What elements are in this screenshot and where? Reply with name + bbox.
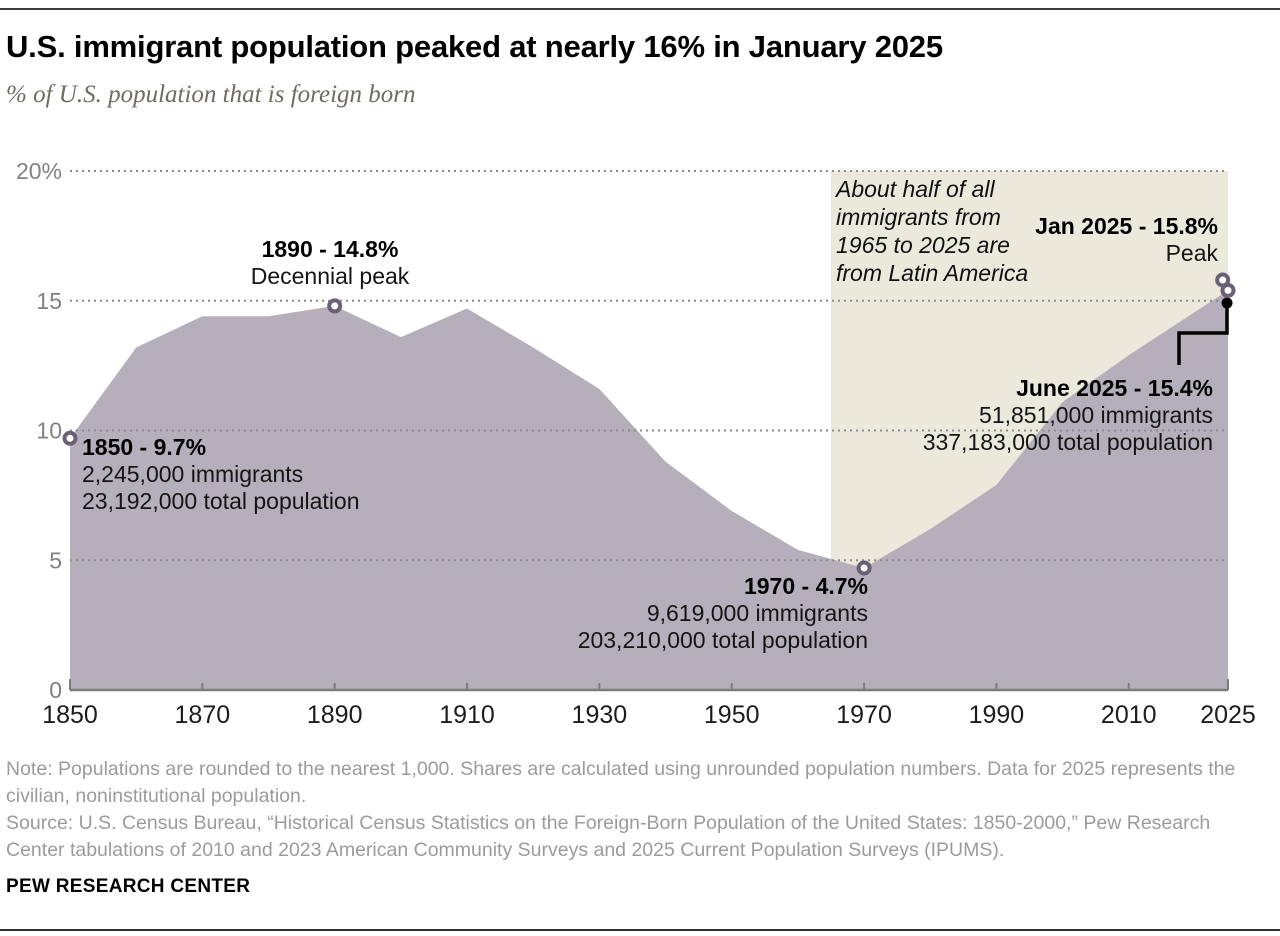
- x-tick-label-1910: 1910: [439, 701, 495, 729]
- annotation-jan-2025-line: Peak: [1165, 240, 1218, 266]
- y-tick-label-10: 10: [36, 418, 62, 444]
- marker-1850: [62, 430, 78, 446]
- x-tick-label-1990: 1990: [969, 701, 1025, 729]
- page-subtitle: % of U.S. population that is foreign bor…: [6, 81, 416, 108]
- annotation-latin-america-text: About half of all immigrants from 1965 t…: [836, 176, 1029, 286]
- page-title: U.S. immigrant population peaked at near…: [6, 29, 943, 64]
- annotation-1890: 1890 - 14.8% Decennial peak: [180, 236, 480, 290]
- marker-1890: [327, 298, 343, 314]
- x-axis-ticks: [69, 679, 1229, 690]
- june-2025-leader-dot: [1221, 297, 1233, 309]
- annotation-june-2025-line2: 337,183,000 total population: [922, 429, 1213, 455]
- x-tick-label-1850: 1850: [42, 701, 98, 729]
- annotation-1970: 1970 - 4.7% 9,619,000 immigrants 203,210…: [578, 573, 868, 654]
- bottom-divider: [0, 929, 1280, 931]
- x-tick-label-1930: 1930: [572, 701, 628, 729]
- x-tick-label-1890: 1890: [307, 701, 363, 729]
- marker-1970: [856, 560, 872, 576]
- june-2025-leader-line: [1177, 303, 1229, 365]
- y-tick-label-0: 0: [49, 677, 62, 703]
- annotation-june-2025-line1: 51,851,000 immigrants: [979, 402, 1213, 428]
- area-chart: 1850 1870 1890 1910 1930 1950 1970 1990 2010 2025…: [0, 140, 1280, 760]
- x-tick-label-2025: 2025: [1200, 701, 1256, 729]
- annotation-1970-line1: 9,619,000 immigrants: [646, 600, 868, 626]
- y-tick-label-5: 5: [49, 547, 62, 573]
- y-tick-label-20: 20%: [16, 158, 62, 184]
- chart-canvas: 1850 1870 1890 1910 1930 1950 1970 1990 2010 2025…: [16, 158, 1256, 729]
- data-point-markers: [62, 272, 1236, 576]
- top-divider: [0, 8, 1280, 10]
- note-text: Note: Populations are rounded to the nea…: [6, 758, 1236, 807]
- y-tick-label-15: 15: [36, 288, 62, 314]
- annotation-1890-line: Decennial peak: [250, 263, 410, 289]
- annotation-1850-line1: 2,245,000 immigrants: [82, 461, 304, 487]
- annotation-1970-title: 1970 - 4.7%: [743, 573, 868, 599]
- annotation-june-2025-title: June 2025 - 15.4%: [1016, 375, 1213, 401]
- annotation-june-2025: June 2025 - 15.4% 51,851,000 immigrants …: [923, 375, 1213, 456]
- annotation-1850: 1850 - 9.7% 2,245,000 immigrants 23,192,…: [82, 434, 360, 515]
- marker-june-2025: [1220, 282, 1236, 298]
- x-tick-label-1870: 1870: [175, 701, 231, 729]
- y-axis-labels: 0 5 10 15 20%: [16, 158, 62, 703]
- gridlines: [70, 170, 1228, 562]
- annotation-1890-title: 1890 - 14.8%: [261, 236, 399, 262]
- x-tick-label-2010: 2010: [1101, 701, 1157, 729]
- source-text: Source: U.S. Census Bureau, “Historical …: [6, 812, 1211, 861]
- annotation-jan-2025: Jan 2025 - 15.8% Peak: [1035, 213, 1218, 267]
- x-tick-label-1970: 1970: [836, 701, 892, 729]
- pew-research-center-wordmark: PEW RESEARCH CENTER: [6, 876, 251, 897]
- x-axis-labels: 1850 1870 1890 1910 1930 1950 1970 1990 2010 2025: [42, 701, 1256, 729]
- chart-notes: Note: Populations are rounded to the nea…: [6, 756, 1268, 864]
- x-tick-label-1950: 1950: [704, 701, 760, 729]
- annotation-latin-america: About half of all immigrants from 1965 t…: [836, 175, 1032, 287]
- annotation-1970-line2: 203,210,000 total population: [577, 627, 868, 653]
- annotation-1850-line2: 23,192,000 total population: [82, 488, 360, 514]
- annotation-1850-title: 1850 - 9.7%: [82, 434, 207, 460]
- foreign-born-area-series: [70, 290, 1228, 690]
- annotation-jan-2025-title: Jan 2025 - 15.8%: [1035, 213, 1218, 239]
